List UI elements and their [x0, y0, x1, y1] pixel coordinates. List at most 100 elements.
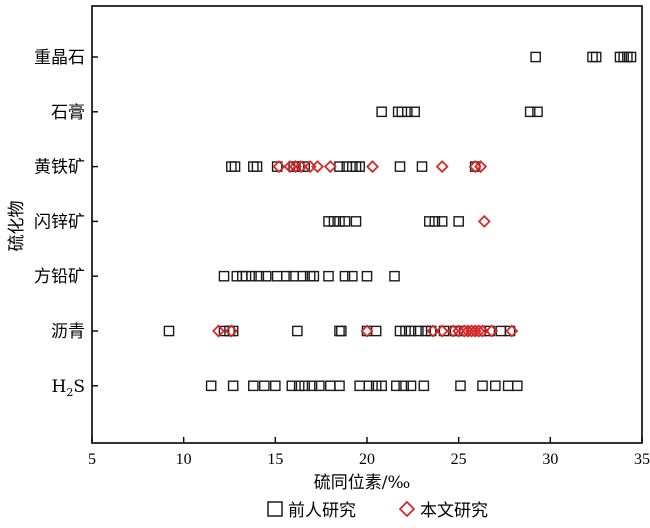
point-square	[297, 270, 309, 282]
y-category-label: 重晶石	[34, 48, 85, 68]
point-diamond	[476, 324, 489, 338]
x-tick-label: 20	[359, 451, 375, 468]
point-square	[248, 161, 259, 172]
point-square	[402, 106, 413, 118]
point-square	[306, 380, 318, 392]
legend: 前人研究 本文研究	[267, 500, 488, 521]
point-square	[339, 270, 351, 282]
legend-entry-label: 前人研究	[288, 501, 356, 521]
y-category-label: 闪锌矿	[34, 212, 85, 232]
point-square	[336, 325, 347, 337]
point-diamond	[212, 324, 225, 338]
point-square	[354, 161, 365, 172]
point-square	[350, 216, 362, 227]
point-diamond	[426, 324, 440, 338]
point-square	[248, 380, 259, 392]
point-diamond	[435, 160, 449, 174]
plot-border	[91, 5, 643, 444]
point-square	[163, 325, 175, 337]
point-square	[334, 216, 345, 227]
point-square	[325, 380, 336, 392]
label-part: S	[73, 377, 85, 397]
point-square	[334, 380, 345, 392]
point-diamond	[472, 324, 486, 338]
legend-square-marker	[267, 501, 283, 517]
point-square	[260, 270, 272, 282]
point-square	[231, 270, 243, 282]
point-diamond	[311, 160, 324, 174]
point-square	[391, 380, 402, 392]
point-square	[376, 380, 387, 392]
point-square	[227, 380, 239, 392]
y-category-label: H2S	[52, 377, 85, 399]
point-square	[587, 51, 598, 63]
label-part: H	[52, 377, 67, 397]
x-axis-title: 硫同位素/‰	[314, 473, 411, 493]
point-square	[453, 216, 464, 227]
point-square	[429, 216, 441, 227]
point-square	[286, 380, 298, 392]
legend-entry-label: 本文研究	[420, 501, 488, 521]
point-diamond	[224, 324, 238, 338]
point-square	[361, 270, 373, 282]
point-square	[394, 325, 406, 337]
point-square	[339, 216, 351, 227]
data-points	[163, 51, 637, 392]
x-tick-label: 25	[451, 451, 467, 468]
point-square	[323, 270, 334, 282]
point-square	[409, 106, 420, 118]
point-square	[328, 216, 340, 227]
point-square	[226, 161, 237, 172]
point-square	[240, 270, 252, 282]
point-square	[418, 380, 430, 392]
y-axis-title: 硫化物	[7, 201, 27, 252]
label-subscript: 2	[66, 386, 73, 399]
y-category-label: 石膏	[51, 102, 85, 123]
point-square	[512, 380, 523, 392]
point-square	[350, 161, 362, 172]
point-square	[413, 325, 424, 337]
point-diamond	[485, 324, 499, 338]
point-square	[363, 380, 375, 392]
point-square	[420, 325, 431, 337]
y-category-label: 沥青	[51, 322, 85, 342]
point-square	[237, 270, 248, 282]
point-diamond	[452, 324, 466, 338]
x-tick-label: 15	[267, 451, 283, 468]
point-diamond	[323, 160, 337, 174]
point-diamond	[360, 324, 374, 338]
point-square	[389, 270, 400, 282]
point-square	[405, 325, 417, 337]
point-diamond	[465, 324, 478, 338]
point-square	[347, 270, 358, 282]
point-diamond	[477, 214, 491, 228]
point-diamond	[272, 160, 286, 174]
point-square	[405, 380, 417, 392]
point-diamond	[294, 160, 308, 174]
point-square	[292, 325, 303, 337]
point-square	[625, 51, 637, 63]
point-square	[293, 380, 305, 392]
x-tick-label: 5	[88, 451, 96, 468]
point-square	[205, 380, 217, 392]
point-square	[299, 380, 310, 392]
point-square	[398, 380, 409, 392]
point-square	[396, 106, 408, 118]
series-1	[163, 51, 637, 392]
point-diamond	[366, 160, 379, 174]
point-square	[259, 380, 270, 392]
point-square	[281, 270, 292, 282]
x-tick-label: 30	[542, 451, 558, 468]
point-diamond	[505, 324, 519, 338]
point-square	[400, 325, 411, 337]
point-square	[308, 270, 320, 282]
plot-frame	[91, 5, 643, 444]
point-square	[424, 216, 435, 227]
point-diamond	[283, 160, 297, 174]
x-axis-ticks: 5 10 15 20 25 30 35	[88, 437, 650, 468]
point-square	[370, 380, 382, 392]
point-square	[416, 161, 428, 172]
point-square	[323, 216, 334, 227]
point-square	[376, 106, 387, 118]
point-square	[590, 51, 602, 63]
